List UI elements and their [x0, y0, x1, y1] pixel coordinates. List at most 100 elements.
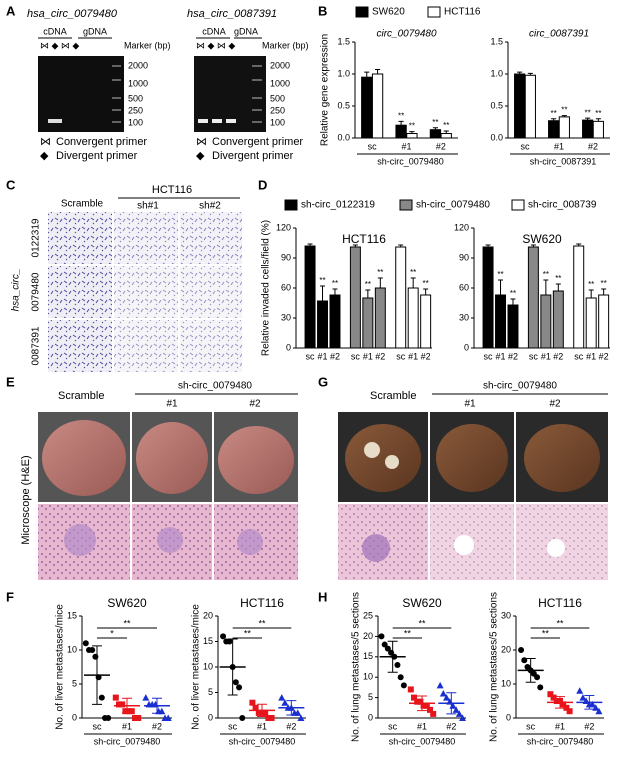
icon: ◆: [40, 150, 49, 162]
bar: [362, 297, 374, 349]
error-bar: [92, 645, 102, 705]
significance: *: [110, 628, 114, 638]
y-tick-label: 10: [363, 672, 373, 682]
chart-title: SW620: [107, 596, 147, 610]
chart-title: circ_0087391: [529, 29, 589, 40]
chart-title: HCT116: [342, 232, 386, 246]
column-label: #1: [464, 399, 476, 410]
error-bar: [332, 288, 338, 295]
x-tick-label: #2: [375, 351, 385, 361]
data-point: [430, 710, 437, 717]
y-tick-label: 30: [459, 312, 469, 322]
row-prefix: hsa_circ_: [11, 269, 22, 312]
data-point: [436, 681, 444, 689]
error-bar: [320, 285, 326, 301]
bar: [552, 290, 564, 349]
error-bar: [576, 243, 582, 246]
marker-label: Marker (bp): [262, 40, 309, 50]
y-axis-label: No. of lung metastases/5 sections: [489, 592, 500, 742]
row-label: 0079480: [31, 272, 42, 311]
y-tick-label: 10: [501, 678, 511, 688]
panel-label: F: [6, 589, 14, 604]
error-bar: [530, 244, 536, 247]
panel-label: H: [318, 589, 327, 604]
data-point: [439, 690, 447, 697]
y-tick-label: 60: [459, 282, 469, 292]
error-bar: [409, 131, 415, 134]
lung-images: [338, 412, 608, 580]
icon: ⋈: [40, 136, 51, 148]
y-tick-label: 15: [363, 651, 373, 661]
y-axis-label: Relative invaded cells/field (%): [261, 220, 272, 356]
y-axis-label: No. of lung metastases/5 sections: [351, 592, 362, 742]
data-point: [164, 714, 172, 721]
legend-label: sh-circ_008739: [528, 200, 597, 211]
data-point: [232, 679, 239, 686]
bar: [598, 294, 610, 349]
ladder-label: 1000: [270, 78, 290, 88]
error-bar: [410, 277, 416, 288]
data-point: [560, 701, 567, 708]
ladder-label: 250: [128, 105, 143, 115]
significance: **: [443, 121, 449, 130]
legend-label: Divergent primer: [56, 150, 138, 162]
significance: **: [601, 279, 607, 288]
data-point: [400, 682, 407, 689]
y-tick-label: 120: [276, 222, 291, 232]
x-tick-label: sc: [521, 141, 531, 151]
data-point: [407, 686, 414, 693]
data-point: [518, 647, 525, 653]
significance: **: [551, 109, 557, 118]
cell-line: HCT116: [152, 184, 192, 196]
error-bar: [498, 279, 504, 295]
data-point: [534, 674, 541, 681]
x-tick-label: #2: [421, 351, 431, 361]
error-bar: [398, 244, 404, 247]
data-point: [414, 698, 421, 705]
x-axis-label: sh-circ_0087391: [530, 156, 597, 166]
error-bar: [517, 71, 523, 74]
column-label: Scramble: [58, 390, 104, 402]
y-tick-label: 10: [67, 644, 77, 654]
error-bar: [561, 115, 567, 117]
bar: [349, 246, 361, 349]
y-tick-label: 0.5: [337, 100, 350, 110]
gel-band: [198, 119, 208, 123]
y-tick-label: 0.5: [490, 100, 503, 110]
y-tick-label: 0: [286, 342, 291, 352]
ladder-label: 500: [270, 93, 285, 103]
ladder: [252, 65, 262, 123]
legend-label: sh-circ_0122319: [301, 200, 375, 211]
chart-title: HCT116: [538, 596, 582, 610]
data-point: [239, 715, 246, 721]
data-point: [116, 701, 122, 708]
significance: **: [432, 118, 438, 127]
x-tick-label: #2: [588, 141, 598, 151]
y-tick-label: 90: [281, 252, 291, 262]
significance: **: [543, 270, 549, 279]
chart-title: HCT116: [240, 596, 284, 610]
error-bar: [152, 697, 162, 714]
x-tick-label: sc: [484, 351, 494, 361]
bar: [429, 129, 442, 139]
y-tick-label: 20: [501, 644, 511, 654]
x-tick-label: #1: [363, 351, 373, 361]
y-tick-label: 5: [208, 687, 213, 697]
significance: **: [555, 274, 561, 283]
bar: [371, 73, 384, 139]
x-tick-label: sc: [368, 141, 378, 151]
ladder-label: 100: [270, 117, 285, 127]
data-point: [226, 638, 233, 645]
data-point: [82, 640, 89, 647]
significance: **: [585, 108, 591, 117]
y-tick-label: 1.5: [337, 36, 350, 46]
error-bar: [551, 118, 557, 121]
x-tick-label: sc: [306, 351, 316, 361]
x-tick-label: #1: [554, 141, 564, 151]
data-point: [378, 633, 385, 640]
bar: [585, 297, 597, 349]
legend-swatch: [284, 199, 298, 211]
data-point: [452, 706, 460, 713]
bar: [317, 300, 329, 349]
panel-label: C: [6, 177, 16, 192]
